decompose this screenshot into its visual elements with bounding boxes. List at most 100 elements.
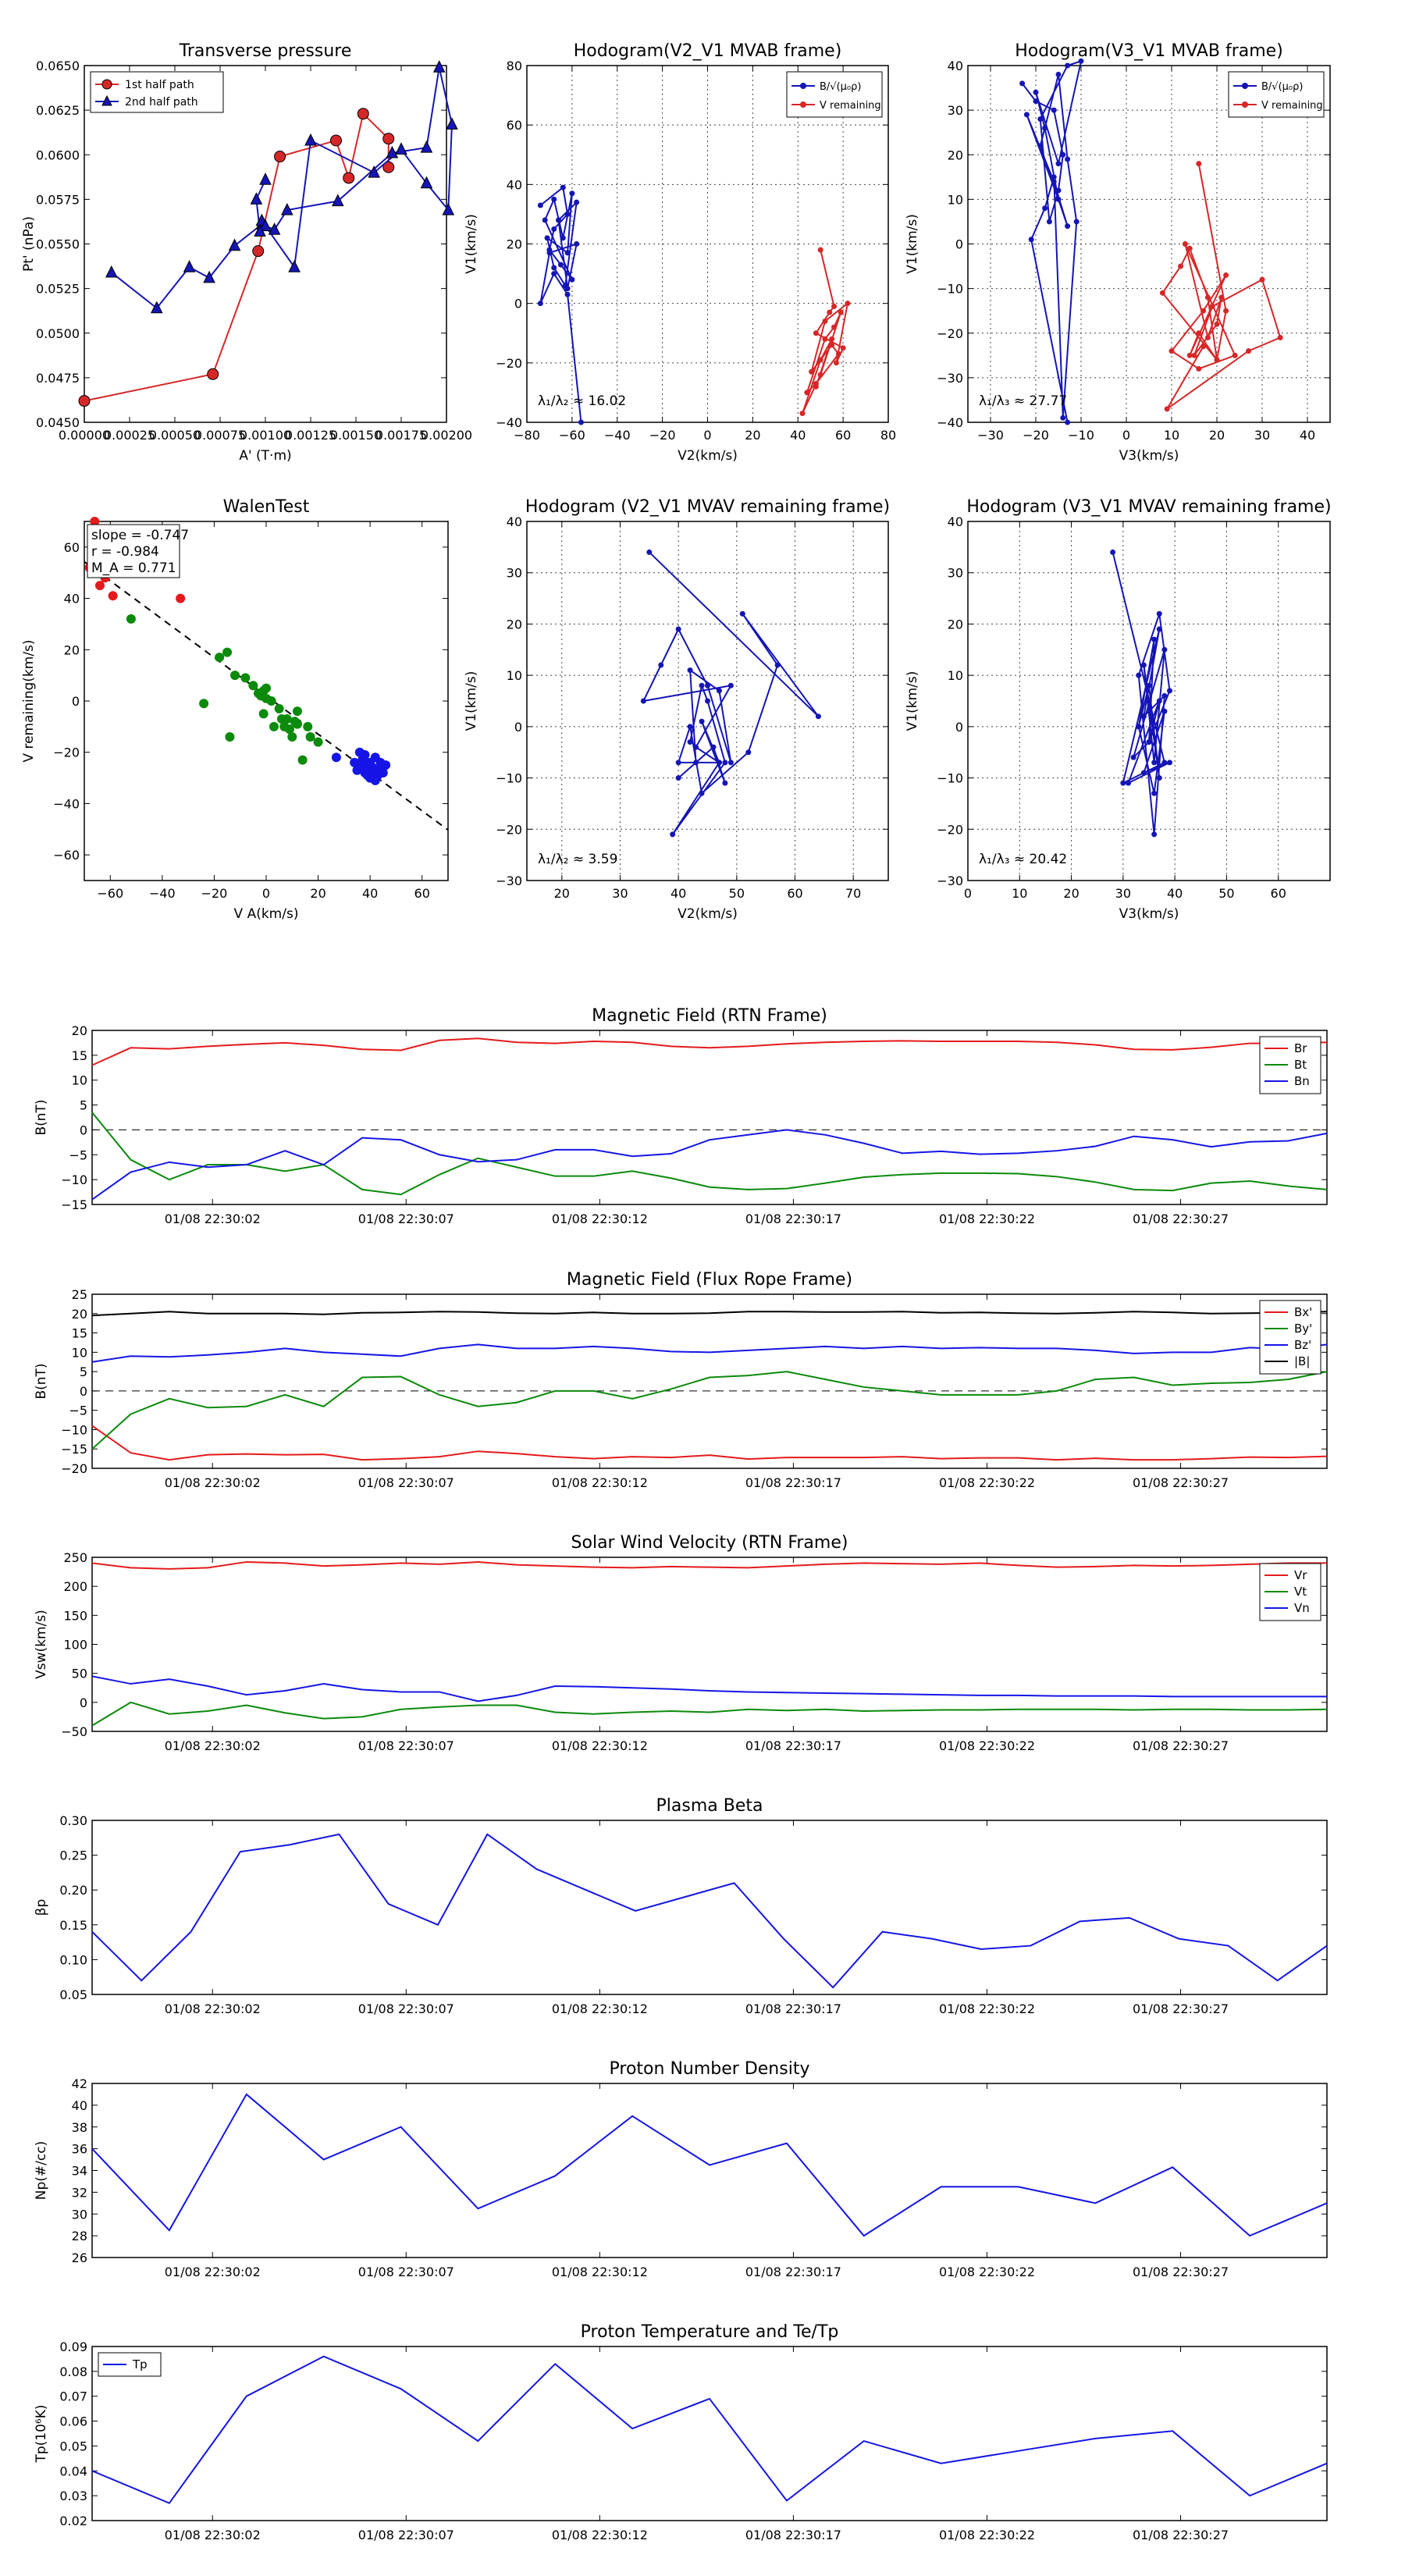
y-tick-label: 30	[948, 566, 963, 581]
data-point	[266, 696, 276, 706]
x-tick-label: 01/08 22:30:27	[1133, 1738, 1229, 1753]
x-tick-label: 01/08 22:30:22	[939, 2265, 1035, 2279]
data-point	[693, 760, 699, 766]
chart-sw: Solar Wind Velocity (RTN Frame) −50 0 50 100…	[34, 1533, 1328, 1753]
x-tick-label: 30	[1115, 886, 1131, 901]
x-tick-label: 0	[262, 886, 270, 901]
data-point	[1051, 174, 1057, 180]
data-point	[1151, 760, 1158, 766]
x-tick-label: 01/08 22:30:17	[745, 2265, 841, 2279]
data-point	[1214, 321, 1220, 327]
data-point	[176, 593, 186, 603]
series-line	[642, 551, 820, 835]
data-point	[727, 682, 734, 688]
data-point	[1161, 708, 1168, 714]
data-point	[1232, 352, 1238, 358]
data-point	[215, 653, 225, 663]
data-point	[1051, 107, 1057, 113]
x-tick-label: 01/08 22:30:07	[358, 2265, 454, 2279]
x-axis-label: V3(km/s)	[1119, 906, 1179, 922]
legend-label: 2nd half path	[125, 96, 198, 109]
x-tick-label: 01/08 22:30:02	[165, 1212, 261, 1226]
data-point	[675, 626, 681, 632]
legend-box	[87, 524, 180, 578]
y-tick-label: 15	[72, 1048, 87, 1063]
y-tick-label: 0.0450	[36, 415, 80, 430]
data-point	[1073, 219, 1080, 225]
y-tick-label: 10	[948, 192, 963, 207]
data-point	[838, 309, 844, 315]
data-point	[833, 360, 839, 366]
data-point	[813, 383, 819, 390]
data-point	[274, 151, 286, 163]
y-tick-label: 38	[72, 2120, 87, 2135]
data-point	[804, 390, 810, 396]
series-line	[91, 1560, 1327, 1570]
data-point	[1191, 352, 1197, 358]
x-tick-label: 01/08 22:30:07	[358, 2528, 454, 2542]
y-tick-label: 20	[72, 1307, 87, 1322]
data-point	[281, 202, 293, 215]
y-tick-label: 15	[72, 1326, 87, 1341]
legend-label: Tp	[132, 2357, 148, 2371]
data-point	[1130, 754, 1136, 760]
data-point	[1156, 775, 1162, 781]
y-tick-label: 10	[72, 1345, 87, 1360]
legend-label: Bz'	[1294, 1338, 1311, 1352]
data-point	[382, 133, 395, 145]
x-tick-label: 20	[554, 886, 570, 901]
x-tick-label: 0.00125	[285, 428, 336, 443]
chart-beta: Plasma Beta 0.05 0.10 0.15 0.20 0.25 0.30 01/08…	[34, 1796, 1328, 2016]
data-point	[343, 172, 355, 184]
y-tick-label: 20	[948, 148, 963, 162]
data-point	[699, 790, 705, 796]
y-tick-label: 0.07	[59, 2389, 87, 2404]
data-point	[670, 831, 676, 838]
plot-frame	[91, 2083, 1328, 2258]
series-line	[91, 1425, 1328, 1461]
series-line	[91, 1833, 1328, 1989]
x-tick-label: 01/08 22:30:07	[358, 2001, 454, 2016]
legend-marker	[800, 101, 806, 108]
y-tick-label: 20	[948, 617, 963, 632]
data-point	[1156, 698, 1162, 704]
data-point	[835, 350, 841, 357]
data-point	[1151, 636, 1158, 642]
x-tick-label: 01/08 22:30:12	[552, 1475, 648, 1490]
chart-title: Proton Temperature and Te/Tp	[581, 2322, 839, 2342]
y-tick-label: 0.30	[59, 1813, 87, 1828]
data-point	[126, 614, 136, 624]
x-axis-label: V3(km/s)	[1119, 448, 1179, 464]
data-point	[537, 301, 543, 307]
y-tick-label: 0	[514, 720, 522, 735]
y-tick-label: 40	[507, 177, 522, 192]
x-tick-label: 0.00100	[240, 428, 291, 443]
y-axis-label: Pt' (nPa)	[21, 216, 37, 272]
data-point	[1125, 780, 1131, 786]
x-tick-label: −20	[201, 886, 228, 901]
x-tick-label: −40	[604, 428, 631, 443]
y-tick-label: 0.05	[59, 1987, 87, 2002]
data-point	[1140, 662, 1147, 668]
data-point	[1161, 760, 1168, 766]
data-point	[442, 202, 455, 215]
legend-marker	[800, 83, 806, 89]
data-point	[378, 768, 388, 777]
data-point	[813, 330, 819, 336]
data-point	[303, 721, 313, 731]
y-tick-label: 30	[948, 103, 963, 118]
data-point	[1259, 276, 1265, 283]
y-tick-label: 34	[72, 2164, 87, 2179]
y-tick-label: −40	[53, 796, 80, 811]
x-tick-label: 50	[729, 886, 745, 901]
chart-tp: Transverse pressure 0.0450 0.0475 0.0500 0.0…	[21, 41, 472, 464]
y-axis-label: B(nT)	[34, 1363, 49, 1399]
data-point	[822, 336, 828, 342]
y-axis-label: βp	[34, 1899, 49, 1916]
chart-h2: Hodogram(V3_V1 MVAB frame) −40 −30 −20 −10 0 1…	[905, 41, 1331, 464]
data-point	[203, 270, 215, 283]
x-axis-label: V A(km/s)	[234, 906, 299, 922]
data-point	[1065, 156, 1071, 162]
data-point	[557, 262, 564, 268]
data-point	[1186, 352, 1193, 358]
